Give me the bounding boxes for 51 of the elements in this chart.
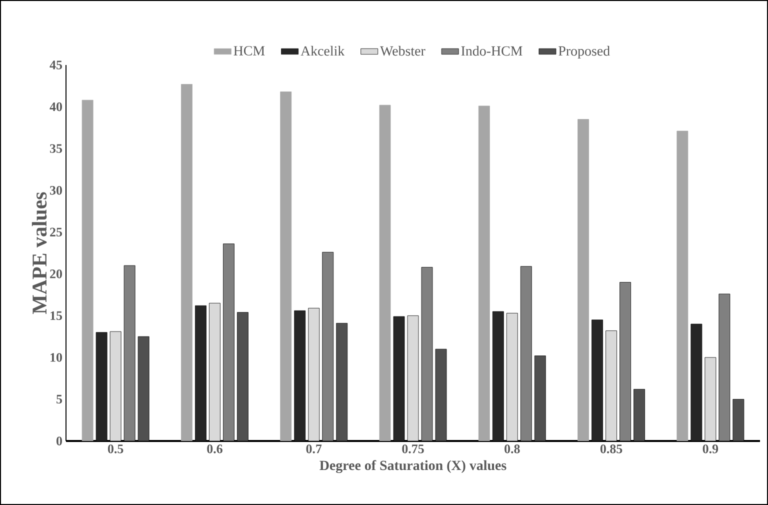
bar	[620, 282, 631, 441]
y-tick-label: 0	[56, 436, 62, 446]
y-tick-label: 35	[50, 144, 62, 153]
bar	[690, 324, 702, 441]
y-axis-title: MAPE values	[32, 192, 47, 314]
y-tick-label: 20	[50, 270, 62, 278]
legend-label: HCM	[234, 46, 265, 56]
y-tick-label: 5	[56, 394, 62, 404]
y-tick-label: 15	[50, 311, 62, 320]
bar	[110, 331, 122, 441]
bar	[223, 244, 234, 441]
y-tick-label: 30	[50, 186, 62, 195]
bar	[407, 315, 419, 441]
bar	[237, 312, 248, 441]
bar	[634, 388, 645, 441]
bar	[336, 322, 348, 441]
bar	[138, 336, 150, 441]
bar	[294, 310, 306, 441]
x-tick-label: 0.9	[702, 444, 718, 454]
x-tick-label: 0.7	[306, 444, 322, 454]
legend-label: Akcelik	[300, 46, 345, 56]
bar	[393, 316, 405, 441]
bar	[195, 305, 206, 441]
bar	[606, 330, 617, 441]
x-axis-title: Degree of Saturation (X) values	[320, 460, 506, 474]
x-tick-label: 0.6	[207, 444, 222, 454]
y-tick-label: 40	[50, 102, 62, 112]
bar	[592, 320, 603, 441]
legend-label: Proposed	[558, 46, 610, 59]
bar	[506, 312, 518, 441]
bar	[308, 308, 320, 441]
bar	[520, 266, 532, 441]
bar	[421, 267, 433, 441]
bar	[322, 252, 334, 441]
bar	[704, 357, 716, 441]
x-tick-label: 0.85	[600, 444, 622, 454]
bar	[435, 348, 447, 441]
x-tick-label: 0.75	[402, 444, 424, 454]
bar	[124, 265, 136, 441]
bar	[96, 332, 108, 441]
y-tick-label: 10	[50, 353, 62, 362]
bar	[534, 356, 546, 441]
bar	[209, 302, 220, 441]
legend-label: Webster	[380, 46, 426, 56]
bar	[492, 311, 504, 441]
bar	[718, 294, 730, 441]
x-tick-label: 0.8	[504, 444, 520, 454]
legend-label: Indo-HCM	[461, 46, 522, 56]
y-tick-label: 45	[50, 60, 62, 70]
x-tick-label: 0.5	[108, 444, 124, 454]
y-tick-label: 25	[50, 228, 62, 236]
